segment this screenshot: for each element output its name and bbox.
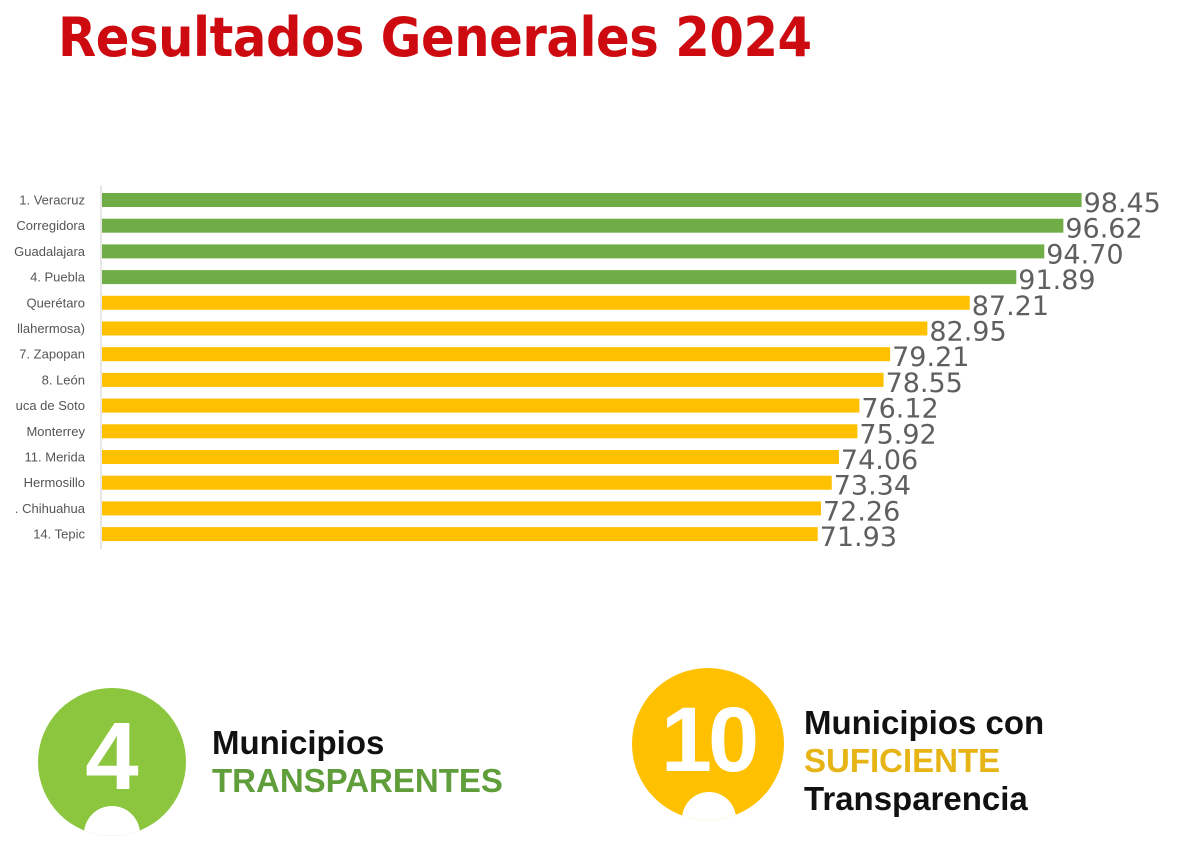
data-label: 74.06 xyxy=(841,445,918,476)
category-tick-label: llahermosa) xyxy=(17,321,85,336)
data-label: 96.62 xyxy=(1065,214,1142,245)
data-label: 73.34 xyxy=(834,471,911,502)
sufficient-line2: SUFICIENTE xyxy=(804,741,1001,779)
data-label: 87.21 xyxy=(972,291,1049,322)
bar xyxy=(102,347,891,362)
data-label: 78.55 xyxy=(886,368,963,399)
bar xyxy=(102,475,832,490)
sufficient-line1: Municipios con xyxy=(804,704,1045,741)
data-label: 82.95 xyxy=(929,317,1006,348)
bar xyxy=(102,424,858,439)
transparent-count: 4 xyxy=(85,703,139,810)
bar-chart: 1. Veracruz 98.45 Corregidora 96.62 Guadalaj… xyxy=(14,185,1161,553)
badge-notch xyxy=(682,792,736,820)
category-tick-label: Querétaro xyxy=(26,295,85,310)
data-label: 98.45 xyxy=(1084,188,1161,219)
sufficient-count: 10 xyxy=(660,689,759,791)
green-circle-badge: 4 xyxy=(38,688,186,836)
bar xyxy=(102,527,818,542)
yellow-circle-badge: 10 xyxy=(632,668,784,820)
category-tick-label: Monterrey xyxy=(26,424,85,439)
category-tick-label: uca de Soto xyxy=(16,398,85,413)
page-title: Resultados Generales 2024 xyxy=(58,6,812,69)
transparent-line2: TRANSPARENTES xyxy=(212,761,503,799)
bar xyxy=(102,244,1045,259)
sufficient-line3: Transparencia xyxy=(804,779,1028,817)
transparent-line1: Municipios xyxy=(212,724,385,761)
bar xyxy=(102,193,1082,207)
sufficient-badge-text: Municipios con SUFICIENTE Transparencia xyxy=(804,704,1044,818)
category-tick-label: Hermosillo xyxy=(24,475,85,490)
category-tick-label: 14. Tepic xyxy=(33,527,85,542)
data-label: 75.92 xyxy=(859,419,936,450)
bar xyxy=(102,501,821,516)
category-tick-label: 4. Puebla xyxy=(30,270,86,285)
bar xyxy=(102,372,884,387)
category-tick-label: Corregidora xyxy=(16,218,85,233)
category-tick-label: 11. Merida xyxy=(25,450,86,465)
data-label: 76.12 xyxy=(861,394,938,425)
data-label: 94.70 xyxy=(1046,239,1123,270)
bar xyxy=(102,218,1064,233)
category-tick-label: 1. Veracruz xyxy=(19,193,85,208)
category-tick-label: . Chihuahua xyxy=(15,501,86,516)
bar xyxy=(102,295,970,310)
data-label: 79.21 xyxy=(892,342,969,373)
transparent-badge-text: Municipios TRANSPARENTES xyxy=(212,724,503,800)
category-tick-label: 8. León xyxy=(42,372,85,387)
category-tick-label: 7. Zapopan xyxy=(19,347,85,362)
bar xyxy=(102,450,839,464)
bar xyxy=(102,398,860,413)
bar xyxy=(102,270,1017,285)
data-label: 71.93 xyxy=(820,522,897,553)
data-label: 72.26 xyxy=(823,496,900,527)
bar xyxy=(102,321,928,336)
category-tick-label: Guadalajara xyxy=(14,244,86,259)
data-label: 91.89 xyxy=(1018,265,1095,296)
